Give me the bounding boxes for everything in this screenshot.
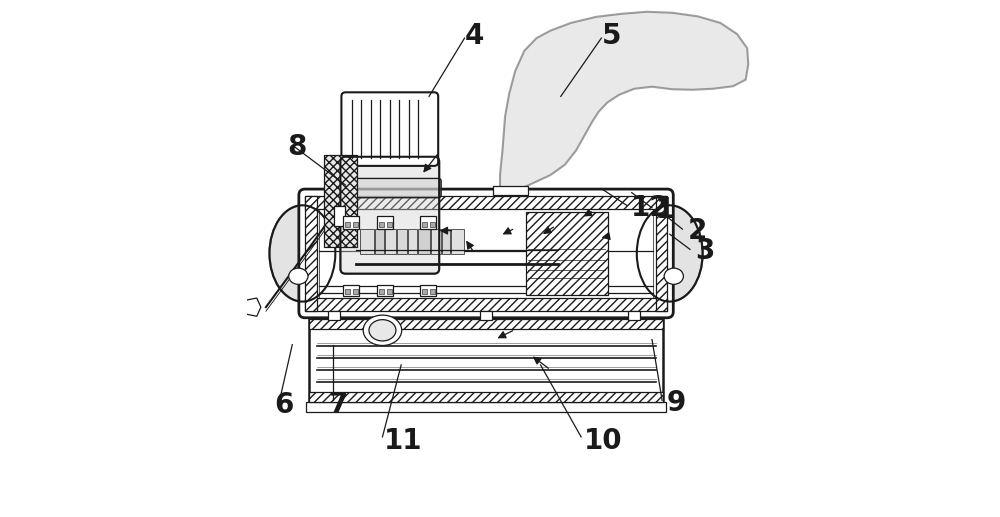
Text: 9: 9 (666, 389, 685, 417)
Ellipse shape (269, 205, 335, 301)
Bar (431, 229, 441, 254)
Ellipse shape (637, 205, 703, 301)
Bar (430, 221, 435, 226)
FancyBboxPatch shape (343, 178, 441, 197)
Text: 12: 12 (631, 194, 669, 222)
Bar (360, 229, 374, 254)
Text: 10: 10 (584, 427, 622, 455)
Ellipse shape (289, 268, 308, 284)
Polygon shape (500, 12, 748, 193)
Bar (379, 289, 384, 294)
Bar (309, 392, 663, 402)
Bar (306, 402, 666, 412)
Bar (480, 311, 492, 321)
Bar (422, 289, 427, 294)
Bar (430, 289, 435, 294)
Bar (526, 212, 608, 295)
Bar (408, 229, 417, 254)
Bar (334, 206, 345, 225)
FancyBboxPatch shape (340, 157, 439, 273)
Bar (442, 229, 450, 254)
Ellipse shape (363, 315, 402, 345)
FancyBboxPatch shape (341, 93, 438, 166)
Ellipse shape (369, 320, 396, 341)
Bar (493, 186, 528, 195)
Bar (418, 229, 430, 254)
Bar (343, 216, 359, 229)
Bar (377, 285, 393, 296)
Bar (353, 289, 358, 294)
Text: 5: 5 (602, 22, 621, 50)
Text: 4: 4 (465, 22, 484, 50)
Bar (628, 311, 640, 321)
Text: 8: 8 (287, 133, 307, 161)
Bar (422, 221, 427, 226)
Text: 1: 1 (656, 196, 675, 224)
Bar (353, 221, 358, 226)
Polygon shape (245, 298, 261, 316)
Bar (328, 311, 340, 321)
Bar (379, 221, 384, 226)
Bar (397, 229, 407, 254)
Text: 3: 3 (695, 237, 714, 265)
Text: 2: 2 (687, 217, 707, 245)
Bar (377, 216, 393, 229)
Bar (309, 318, 663, 403)
Bar (305, 195, 667, 209)
Bar (305, 195, 317, 311)
Bar (345, 221, 350, 226)
Bar (385, 229, 396, 254)
Bar (375, 229, 384, 254)
Bar (420, 216, 436, 229)
Bar (319, 209, 653, 297)
Text: 7: 7 (328, 391, 347, 419)
Bar (387, 289, 392, 294)
Bar (343, 285, 359, 296)
Bar (305, 297, 667, 311)
Text: 11: 11 (383, 427, 422, 455)
FancyBboxPatch shape (299, 189, 673, 318)
Bar (451, 229, 464, 254)
Ellipse shape (664, 268, 683, 284)
Bar (420, 285, 436, 296)
Text: 6: 6 (275, 391, 294, 419)
Bar (324, 155, 357, 247)
Bar (387, 221, 392, 226)
Bar (309, 319, 663, 329)
Bar (656, 195, 667, 311)
Bar (345, 289, 350, 294)
